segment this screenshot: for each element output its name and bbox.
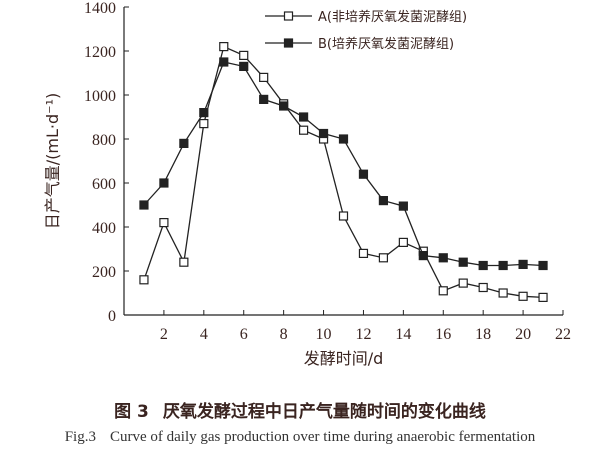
x-tick-label: 10 [316, 326, 332, 343]
figure-caption-en: Fig.3 Curve of daily gas production over … [0, 429, 600, 446]
data-point-b [498, 260, 508, 271]
data-point-a [438, 286, 448, 296]
x-tick-label: 4 [200, 326, 208, 343]
data-point-b [298, 112, 309, 122]
legend-label: B(培养厌氧发菌泥酵组) [318, 36, 454, 52]
data-point-b [538, 260, 548, 271]
y-tick-label: 600 [92, 176, 116, 193]
data-point-b [378, 196, 389, 206]
data-point-b [518, 259, 528, 269]
data-point-b [199, 107, 209, 118]
y-tick-label: 1000 [84, 88, 116, 105]
data-point-b [239, 61, 249, 72]
x-tick-label: 8 [280, 326, 288, 343]
data-point-a [219, 41, 229, 52]
legend-marker [283, 11, 294, 21]
y-tick-label: 800 [92, 132, 116, 149]
figure-caption-cn: 图 3 厌氧发酵过程中日产气量随时间的变化曲线 [0, 397, 600, 422]
axes: 0 200 400 600 800 1000 1200 1400 2 4 6 8 10 12 14 16 18 2… [43, 0, 571, 368]
figure-number-cn: 图 3 [114, 402, 149, 422]
data-point-a [358, 248, 369, 258]
series-line-a [143, 45, 544, 299]
x-tick-label: 2 [160, 326, 168, 343]
data-point-a [199, 118, 209, 129]
x-tick-label: 12 [355, 326, 371, 343]
data-point-a [538, 292, 548, 302]
line-chart: 0 200 400 600 800 1000 1200 1400 2 4 6 8 10 12 14 16 18 2… [43, 0, 571, 368]
series-line-b [143, 61, 544, 267]
data-point-a [259, 72, 269, 83]
data-point-b [318, 128, 329, 139]
legend-label: A(非培养厌氧发菌泥酵组) [318, 9, 467, 25]
data-point-b [418, 251, 428, 261]
x-tick-label: 14 [395, 326, 411, 343]
data-point-a [338, 211, 349, 221]
y-tick-label: 400 [92, 220, 116, 237]
data-point-b [159, 178, 169, 188]
data-point-b [338, 134, 349, 144]
data-point-b [179, 138, 189, 148]
legend: A(非培养厌氧发菌泥酵组) B(培养厌氧发菌泥酵组) [265, 9, 467, 52]
data-point-a [239, 50, 249, 61]
x-tick-label: 6 [240, 326, 248, 343]
figure-number-en: Fig.3 [64, 429, 96, 445]
data-point-a [518, 291, 528, 301]
data-point-a [159, 218, 169, 228]
data-point-a [498, 288, 508, 298]
data-point-a [478, 282, 488, 293]
y-axis-title: 日产气量/(mL·d⁻¹) [43, 93, 62, 229]
data-point-b [458, 257, 468, 267]
data-point-b [438, 253, 448, 263]
data-point-b [219, 57, 229, 67]
x-tick-label: 16 [435, 326, 451, 343]
data-point-a [458, 278, 468, 288]
figure-title-en: Curve of daily gas production over time … [109, 429, 536, 445]
y-tick-label: 0 [108, 308, 116, 325]
data-point-b [279, 101, 289, 111]
data-point-a [378, 253, 389, 263]
y-tick-label: 200 [92, 264, 116, 281]
data-point-b [259, 94, 269, 105]
data-point-a [298, 125, 309, 135]
x-tick-label: 18 [475, 326, 491, 343]
data-point-a [398, 237, 408, 247]
y-tick-label: 1200 [84, 44, 116, 61]
data-point-b [139, 200, 149, 210]
data-point-b [478, 260, 488, 271]
data-point-a [139, 275, 149, 285]
data-point-b [358, 169, 369, 179]
x-axis-title: 发酵时间/d [304, 349, 384, 368]
data-point-a [179, 257, 189, 267]
figure-title-cn: 厌氧发酵过程中日产气量随时间的变化曲线 [162, 402, 486, 422]
x-tick-label: 22 [555, 326, 571, 343]
data-point-b [398, 201, 408, 211]
series-lines [139, 41, 548, 302]
y-tick-label: 1400 [84, 0, 116, 17]
x-tick-label: 20 [515, 326, 531, 343]
legend-marker [283, 38, 294, 48]
